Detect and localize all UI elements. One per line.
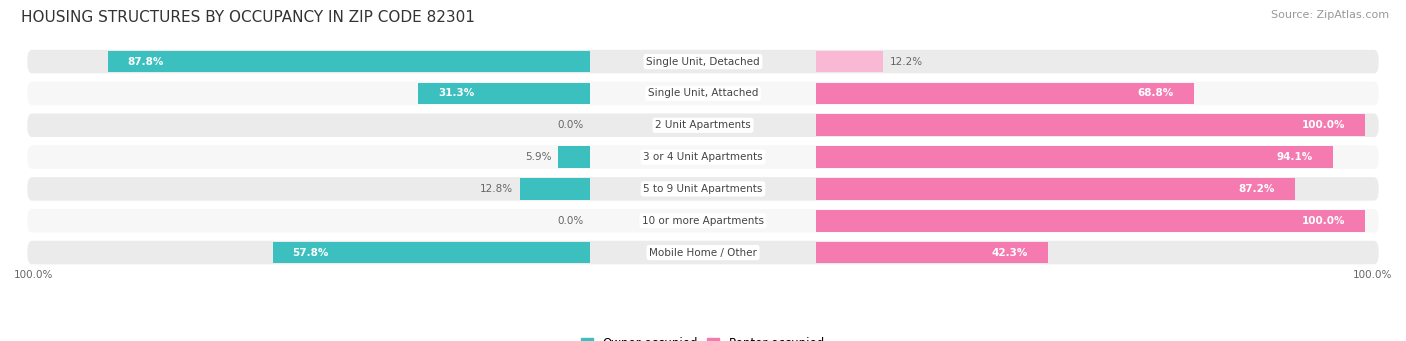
Text: Single Unit, Attached: Single Unit, Attached [648,88,758,99]
FancyBboxPatch shape [27,177,1379,201]
Text: 5.9%: 5.9% [524,152,551,162]
FancyBboxPatch shape [27,114,1379,137]
Text: 10 or more Apartments: 10 or more Apartments [643,216,763,226]
Text: 0.0%: 0.0% [558,216,583,226]
Bar [815,115,1365,136]
Text: 5 to 9 Unit Apartments: 5 to 9 Unit Apartments [644,184,762,194]
Text: 57.8%: 57.8% [292,248,329,257]
Text: 3 or 4 Unit Apartments: 3 or 4 Unit Apartments [643,152,763,162]
Bar [815,242,1049,263]
Text: 0.0%: 0.0% [558,120,583,130]
Text: 100.0%: 100.0% [14,270,53,281]
Text: 2 Unit Apartments: 2 Unit Apartments [655,120,751,130]
Text: 100.0%: 100.0% [1302,120,1346,130]
Bar [558,146,591,168]
Text: 100.0%: 100.0% [1302,216,1346,226]
Bar [815,210,1365,232]
Bar [815,146,1333,168]
Text: 42.3%: 42.3% [993,248,1028,257]
Bar [273,242,591,263]
Text: 12.2%: 12.2% [890,57,922,66]
Text: 100.0%: 100.0% [1353,270,1392,281]
FancyBboxPatch shape [27,50,1379,73]
Legend: Owner-occupied, Renter-occupied: Owner-occupied, Renter-occupied [581,337,825,341]
Text: 94.1%: 94.1% [1277,152,1313,162]
Text: 68.8%: 68.8% [1137,88,1174,99]
Text: 12.8%: 12.8% [481,184,513,194]
Text: 87.8%: 87.8% [128,57,165,66]
Text: Source: ZipAtlas.com: Source: ZipAtlas.com [1271,10,1389,20]
FancyBboxPatch shape [27,241,1379,264]
Bar [108,51,591,72]
Bar [815,51,883,72]
FancyBboxPatch shape [27,145,1379,169]
Text: 87.2%: 87.2% [1239,184,1275,194]
Text: 31.3%: 31.3% [439,88,474,99]
Bar [419,83,591,104]
Bar [520,178,591,200]
Text: Mobile Home / Other: Mobile Home / Other [650,248,756,257]
Bar [815,83,1194,104]
Bar [815,178,1295,200]
Text: Single Unit, Detached: Single Unit, Detached [647,57,759,66]
Text: HOUSING STRUCTURES BY OCCUPANCY IN ZIP CODE 82301: HOUSING STRUCTURES BY OCCUPANCY IN ZIP C… [21,10,475,25]
FancyBboxPatch shape [27,209,1379,233]
FancyBboxPatch shape [27,81,1379,105]
